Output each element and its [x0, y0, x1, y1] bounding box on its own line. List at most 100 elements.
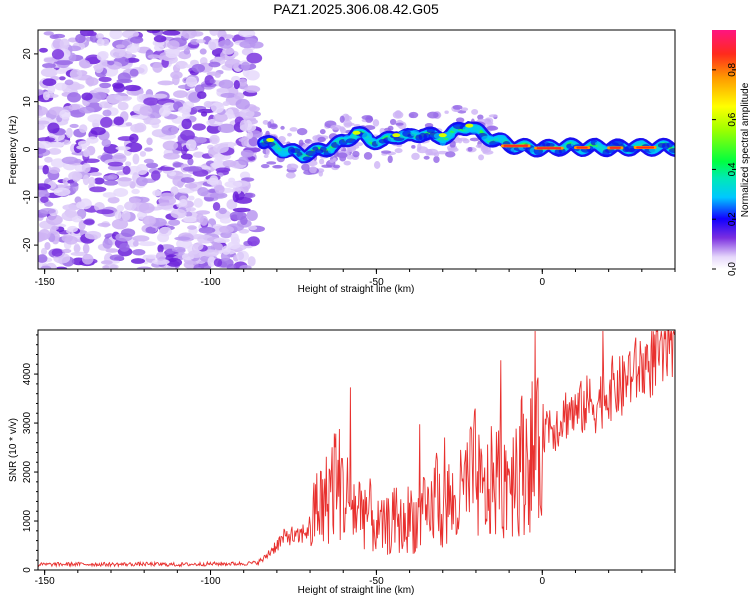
noise-speckle [54, 82, 67, 91]
signal-halo-speckle [266, 161, 277, 165]
noise-speckle [145, 117, 161, 125]
noise-speckle [219, 225, 234, 234]
noise-speckle [226, 108, 234, 120]
noise-speckle [119, 242, 130, 252]
noise-speckle [82, 243, 90, 254]
noise-speckle [174, 236, 191, 241]
noise-speckle [42, 91, 50, 101]
noise-speckle [151, 258, 170, 265]
colorbar-tick-label: 0.4 [727, 162, 738, 176]
signal-halo-speckle [488, 114, 498, 118]
noise-speckle [221, 245, 231, 255]
noise-speckle [232, 207, 251, 213]
noise-speckle [143, 158, 154, 164]
noise-speckle [147, 54, 161, 59]
noise-speckle [81, 92, 93, 101]
noise-speckle [120, 228, 136, 238]
signal-halo-speckle [271, 124, 277, 128]
noise-speckle [181, 118, 192, 130]
noise-speckle [86, 31, 97, 37]
noise-speckle [98, 101, 111, 109]
noise-speckle [166, 40, 180, 50]
noise-speckle [61, 248, 72, 254]
noise-speckle [125, 142, 143, 153]
signal-blob [668, 148, 675, 154]
noise-speckle [114, 210, 122, 220]
noise-speckle [89, 186, 107, 193]
noise-speckle [220, 92, 237, 98]
noise-speckle [112, 153, 127, 164]
noise-speckle [76, 201, 86, 209]
noise-speckle [38, 147, 47, 155]
noise-speckle [93, 63, 104, 74]
noise-speckle [100, 260, 113, 265]
signal-halo-speckle [298, 139, 304, 147]
signal-halo-speckle [286, 163, 299, 171]
signal-halo-speckle [452, 104, 463, 110]
signal-halo-speckle [363, 152, 373, 160]
noise-speckle [81, 253, 94, 265]
noise-speckle [157, 80, 175, 86]
spectrogram-y-axis: -20 -10 0 10 20 [22, 48, 38, 252]
noise-speckle [206, 123, 222, 134]
noise-speckle [59, 109, 71, 120]
noise-speckle [145, 162, 159, 169]
signal-blob [439, 137, 447, 146]
colorbar-label: Normalized spectral amplitude [740, 82, 750, 217]
noise-speckle [238, 156, 249, 166]
signal-halo-speckle [267, 121, 272, 129]
noise-speckle [240, 149, 254, 158]
signal-halo-speckle [287, 132, 292, 137]
noise-speckle [236, 250, 249, 262]
signal-halo-speckle [411, 152, 420, 161]
noise-speckle [217, 258, 234, 268]
noise-speckle [61, 156, 79, 165]
noise-speckle [130, 114, 148, 119]
noise-speckle [193, 264, 205, 269]
noise-speckle [71, 215, 82, 223]
noise-speckle [152, 62, 163, 73]
noise-speckle [193, 136, 207, 144]
noise-speckle [38, 183, 51, 190]
colorbar-tick-label: 0.8 [727, 62, 738, 76]
noise-speckle [117, 101, 129, 111]
noise-speckle [197, 187, 209, 197]
noise-speckle [181, 30, 197, 39]
noise-speckle [180, 153, 193, 160]
x-tick-label: 0 [540, 576, 546, 587]
noise-speckle [187, 225, 197, 230]
noise-speckle [126, 43, 140, 54]
noise-speckle [244, 38, 258, 44]
noise-speckle [224, 58, 242, 69]
y-tick-label: 4000 [22, 363, 33, 386]
noise-speckle [144, 147, 153, 152]
signal-blob [605, 148, 615, 153]
noise-speckle [143, 97, 159, 106]
noise-speckle [47, 84, 56, 94]
noise-speckle [83, 219, 95, 225]
signal-halo-speckle [455, 117, 465, 123]
noise-speckle [128, 197, 142, 203]
noise-speckle [68, 103, 81, 111]
noise-speckle [195, 210, 211, 215]
noise-speckle [145, 226, 156, 234]
noise-speckle [96, 38, 105, 47]
signal-highlight [438, 133, 447, 138]
signal-halo-speckle [361, 115, 373, 120]
signal-halo-speckle [417, 143, 422, 151]
noise-speckle [44, 241, 51, 250]
signal-halo-speckle [427, 111, 439, 119]
noise-speckle [146, 30, 161, 34]
noise-speckle [69, 123, 79, 128]
noise-speckle [221, 34, 235, 39]
noise-speckle [62, 204, 79, 211]
noise-speckle [61, 234, 74, 243]
noise-speckle [136, 176, 148, 187]
y-tick-label: 2000 [22, 460, 33, 483]
noise-speckle [43, 57, 58, 64]
noise-speckle [214, 184, 225, 194]
noise-speckle-region [38, 30, 265, 269]
noise-speckle [38, 137, 56, 142]
spectrogram-x-label: Height of straight line (km) [298, 284, 415, 295]
noise-speckle [238, 30, 256, 38]
